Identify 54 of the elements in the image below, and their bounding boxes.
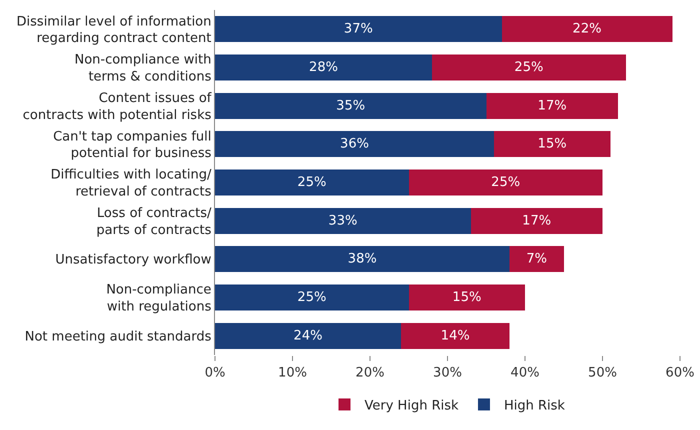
- data-label: 36%: [340, 136, 369, 152]
- data-label: 14%: [440, 328, 470, 344]
- data-label: 15%: [538, 136, 567, 152]
- data-label: 35%: [336, 98, 366, 114]
- bar: [215, 208, 471, 234]
- bar: [470, 208, 602, 234]
- data-label: 28%: [309, 60, 338, 75]
- x-tick-label: 20%: [356, 366, 384, 381]
- bar: [510, 246, 564, 272]
- bar: [215, 54, 432, 81]
- x-tick-label: 30%: [433, 366, 462, 381]
- bar: [432, 54, 626, 81]
- bar: [408, 169, 602, 196]
- bar: [215, 169, 409, 196]
- legend-label: Very High Risk: [364, 398, 459, 414]
- y-tick-label: Dissimilar level of information regarding contract content: [16, 14, 212, 46]
- data-label: 17%: [538, 98, 567, 114]
- bar: [215, 284, 409, 311]
- x-tick-label: 0%: [204, 366, 226, 381]
- bar: [401, 322, 510, 349]
- data-label: 37%: [344, 22, 373, 37]
- bar: [215, 92, 486, 119]
- data-label: 33%: [328, 213, 358, 228]
- data-label: 7%: [526, 252, 547, 267]
- data-label: 25%: [297, 175, 326, 190]
- y-tick-label: Non-compliance with terms & conditions: [74, 52, 212, 84]
- y-tick-label: Content issues of contracts with potential risks: [22, 90, 212, 123]
- bar: [215, 131, 494, 158]
- x-tick-label: 40%: [510, 366, 540, 381]
- bar: [502, 16, 672, 42]
- bar: [215, 16, 502, 42]
- data-label: 25%: [514, 60, 544, 75]
- data-label: 25%: [491, 175, 520, 190]
- bar: [494, 131, 610, 158]
- data-label: 22%: [572, 22, 602, 37]
- data-label: 38%: [348, 252, 377, 267]
- y-tick-label: Difficulties with locating/ retrieval of contracts: [50, 168, 212, 200]
- x-tick-label: 50%: [588, 366, 617, 381]
- x-tick-label: 60%: [666, 366, 694, 381]
- data-label: 24%: [294, 328, 322, 344]
- data-label: 17%: [522, 213, 552, 228]
- bar: [486, 92, 618, 119]
- bar: [215, 322, 401, 349]
- data-label: 15%: [452, 290, 482, 305]
- legend-label: High Risk: [504, 398, 566, 414]
- bar: [215, 246, 510, 272]
- x-tick-label: 10%: [278, 366, 307, 381]
- y-tick-label: Unsatisfactory workflow: [55, 252, 212, 268]
- bar: [408, 284, 525, 311]
- data-label: 25%: [297, 290, 326, 305]
- y-tick-label: Non-compliance with regulations: [106, 282, 212, 314]
- y-tick-label: Not meeting audit standards: [24, 329, 212, 344]
- y-tick-label: Can't tap companies full potential for business: [53, 129, 212, 162]
- y-tick-label: Loss of contracts/ parts of contracts: [96, 206, 212, 238]
